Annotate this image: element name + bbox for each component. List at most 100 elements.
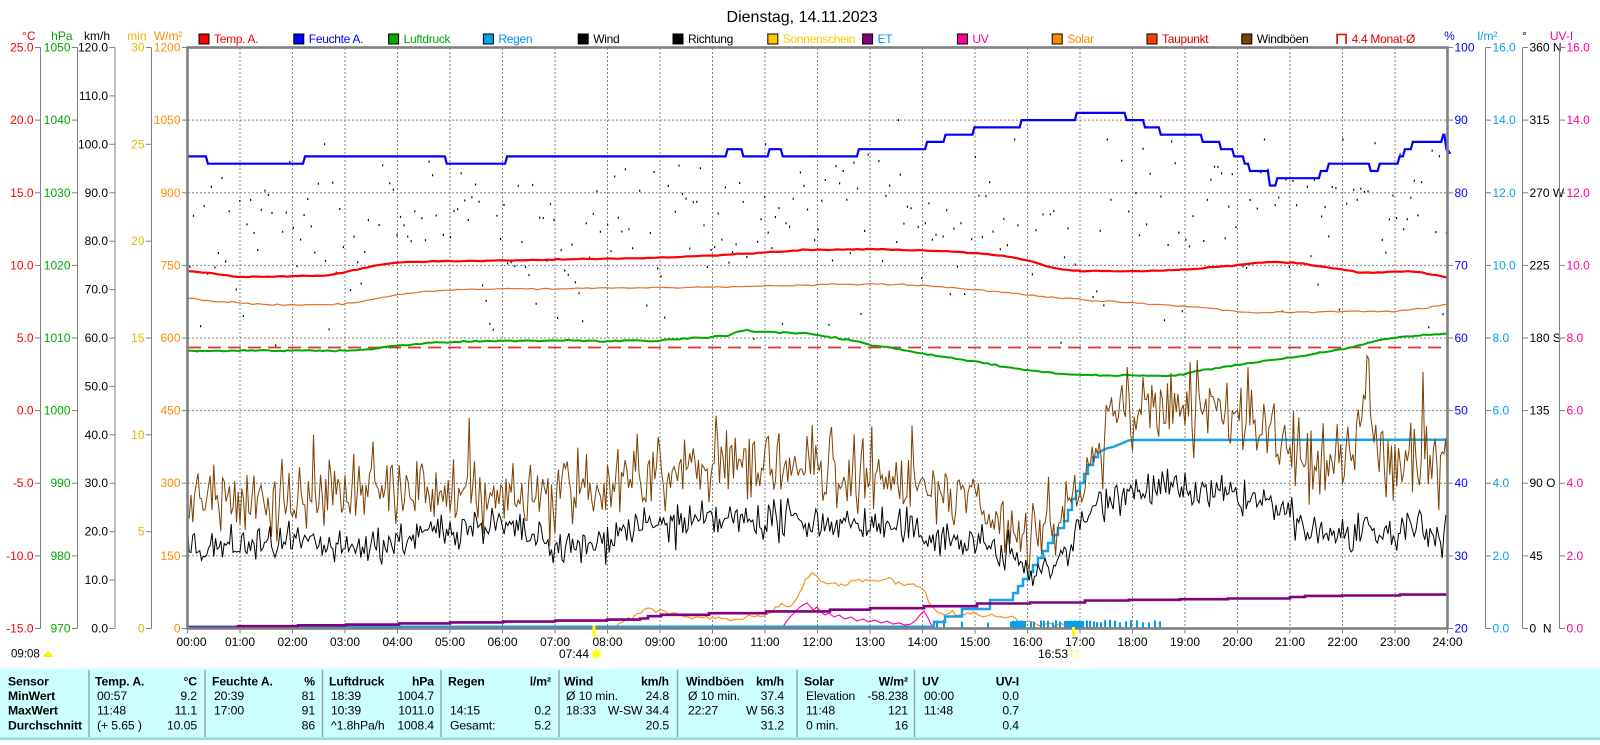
svg-text:600: 600 [160,331,180,345]
svg-text:Gesamt:: Gesamt: [450,719,495,733]
svg-text:17:00: 17:00 [1065,635,1095,649]
svg-text:1050: 1050 [44,41,71,55]
svg-text:20.0: 20.0 [10,113,34,127]
svg-text:Wind: Wind [564,675,593,689]
svg-text:90 O: 90 O [1530,476,1556,490]
svg-text:20:00: 20:00 [1222,635,1252,649]
svg-text:07:44: 07:44 [559,647,589,661]
svg-text:11:48: 11:48 [924,704,953,718]
svg-text:970: 970 [50,622,70,636]
svg-text:45: 45 [1530,549,1544,563]
svg-text:86: 86 [302,719,316,733]
svg-text:30: 30 [1455,549,1469,563]
svg-text:UV-I: UV-I [996,675,1019,689]
svg-text:9.2: 9.2 [180,689,197,703]
svg-text:00:00: 00:00 [176,635,206,649]
svg-text:0 N: 0 N [1530,622,1552,636]
svg-text:01:00: 01:00 [225,635,255,649]
svg-text:Richtung: Richtung [688,32,733,46]
svg-text:Wind: Wind [593,32,619,46]
svg-text:13:00: 13:00 [855,635,885,649]
svg-text:22:27: 22:27 [688,704,718,718]
svg-text:20: 20 [1455,622,1469,636]
svg-text:4.0: 4.0 [1567,476,1584,490]
svg-text:1050: 1050 [154,113,181,127]
svg-text:11:48: 11:48 [806,704,835,718]
svg-text:20.5: 20.5 [646,719,670,733]
svg-text:1000: 1000 [44,404,71,418]
svg-text:70.0: 70.0 [85,283,109,297]
svg-text:Sonnenschein: Sonnenschein [783,32,855,46]
svg-text:W-SW 34.4: W-SW 34.4 [608,704,670,718]
svg-text:5.0: 5.0 [17,331,34,345]
svg-text:31.2: 31.2 [761,719,785,733]
svg-text:16:53: 16:53 [1038,647,1068,661]
svg-text:1020: 1020 [44,258,71,272]
svg-text:50: 50 [1455,404,1469,418]
svg-text:0.0: 0.0 [1002,689,1019,703]
svg-text:21:00: 21:00 [1275,635,1305,649]
svg-text:03:00: 03:00 [330,635,360,649]
svg-text:08:00: 08:00 [592,635,622,649]
svg-text:24.8: 24.8 [646,689,670,703]
svg-text:8.0: 8.0 [1493,331,1510,345]
svg-text:06:00: 06:00 [487,635,517,649]
svg-text:18:39: 18:39 [331,689,361,703]
svg-text:°: ° [1522,29,1527,43]
svg-text:°C: °C [22,29,36,43]
svg-text:225: 225 [1530,258,1550,272]
svg-text:80: 80 [1455,186,1469,200]
svg-text:17:00: 17:00 [214,704,244,718]
svg-text:10.05: 10.05 [167,719,197,733]
svg-text:4.0: 4.0 [1493,476,1510,490]
svg-text:W/m²: W/m² [879,675,908,689]
svg-text:10.0: 10.0 [85,573,109,587]
svg-text:1030: 1030 [44,186,71,200]
svg-text:km/h: km/h [84,29,110,43]
svg-text:Temp. A.: Temp. A. [214,32,258,46]
svg-text:l/m²: l/m² [1478,29,1498,43]
svg-text:10.0: 10.0 [10,258,34,272]
svg-text:^1.8hPa/h: ^1.8hPa/h [331,719,385,733]
svg-text:05:00: 05:00 [435,635,465,649]
svg-text:W 56.3: W 56.3 [746,704,784,718]
svg-text:1010: 1010 [44,331,71,345]
svg-text:°C: °C [184,675,198,689]
svg-text:%: % [1444,29,1455,43]
svg-text:Regen: Regen [498,32,532,46]
svg-text:14.0: 14.0 [1567,113,1591,127]
svg-text:0.2: 0.2 [534,704,551,718]
svg-text:UV: UV [922,675,940,689]
svg-text:100: 100 [1455,41,1475,55]
svg-text:24:00: 24:00 [1432,635,1462,649]
svg-text:0: 0 [138,622,145,636]
svg-text:Solar: Solar [1067,32,1094,46]
svg-text:16.0: 16.0 [1567,41,1591,55]
svg-text:40: 40 [1455,476,1469,490]
svg-text:8.0: 8.0 [1567,331,1584,345]
svg-text:km/h: km/h [756,675,784,689]
svg-text:14.0: 14.0 [1493,113,1517,127]
svg-text:Temp. A.: Temp. A. [95,675,144,689]
svg-text:6.0: 6.0 [1493,404,1510,418]
svg-text:Luftdruck: Luftdruck [329,675,385,689]
svg-text:min: min [127,29,146,43]
svg-text:00:57: 00:57 [97,689,127,703]
svg-text:Regen: Regen [448,675,485,689]
svg-text:UV: UV [972,32,988,46]
svg-text:12.0: 12.0 [1493,186,1517,200]
svg-text:30: 30 [131,41,145,55]
svg-text:MaxWert: MaxWert [8,704,58,718]
svg-text:10: 10 [131,428,145,442]
svg-text:18:00: 18:00 [1117,635,1147,649]
svg-text:0: 0 [174,622,181,636]
svg-text:11:00: 11:00 [750,635,779,649]
svg-text:0.4: 0.4 [1002,719,1019,733]
svg-text:-10.0: -10.0 [6,549,34,563]
svg-text:04:00: 04:00 [382,635,412,649]
svg-text:W/m²: W/m² [154,29,183,43]
svg-text:km/h: km/h [641,675,669,689]
svg-text:-5.0: -5.0 [13,476,34,490]
svg-text:15.0: 15.0 [10,186,34,200]
svg-text:37.4: 37.4 [761,689,785,703]
